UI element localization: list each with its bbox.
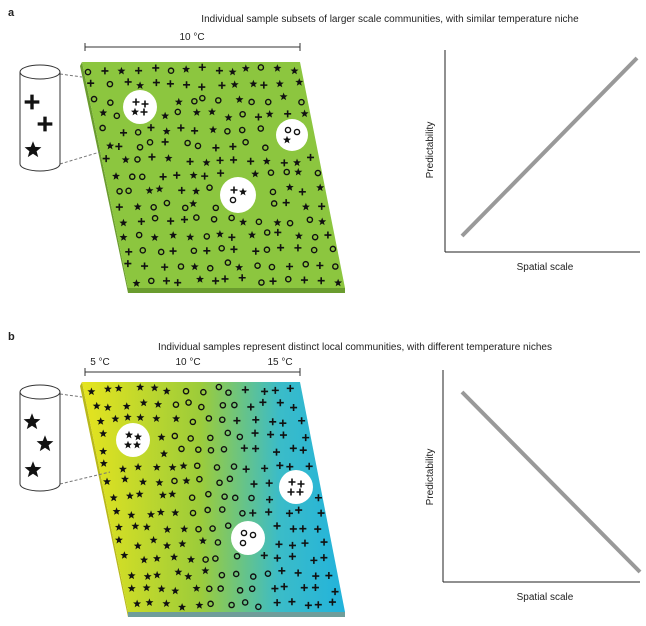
core-bottom <box>20 164 60 171</box>
scale-label: 10 °C <box>175 357 200 368</box>
scale-label: 15 °C <box>267 357 292 368</box>
panel-title: Individual samples represent distinct lo… <box>158 342 552 353</box>
trend-line <box>462 58 637 236</box>
slab-edge <box>128 288 345 293</box>
core-top <box>20 65 60 79</box>
panel-title: Individual sample subsets of larger scal… <box>201 14 579 25</box>
connector <box>60 152 100 164</box>
panel-label: a <box>8 7 15 19</box>
figure: a Individual sample subsets of larger sc… <box>0 0 646 621</box>
trend-line <box>462 392 640 572</box>
core-top <box>20 385 60 399</box>
sample-circle <box>279 470 313 504</box>
connector <box>60 74 82 77</box>
x-axis-label: Spatial scale <box>517 262 574 273</box>
panel-label: b <box>8 331 15 343</box>
sample-circle <box>116 423 150 457</box>
y-axis-label: Predictability <box>425 449 436 506</box>
sample-core <box>20 72 60 164</box>
scale-label: 10 °C <box>179 32 204 43</box>
community-slab <box>82 62 345 288</box>
connector <box>60 394 82 397</box>
sample-circle <box>231 521 265 555</box>
x-axis-label: Spatial scale <box>517 592 574 603</box>
slab-edge <box>128 612 345 617</box>
sample-circle <box>123 90 157 124</box>
sample-circle <box>276 119 308 151</box>
sample-core <box>20 392 60 484</box>
scale-label: 5 °C <box>90 357 110 368</box>
core-bottom <box>20 484 60 491</box>
y-axis-label: Predictability <box>425 122 436 179</box>
sample-circle <box>220 177 256 213</box>
